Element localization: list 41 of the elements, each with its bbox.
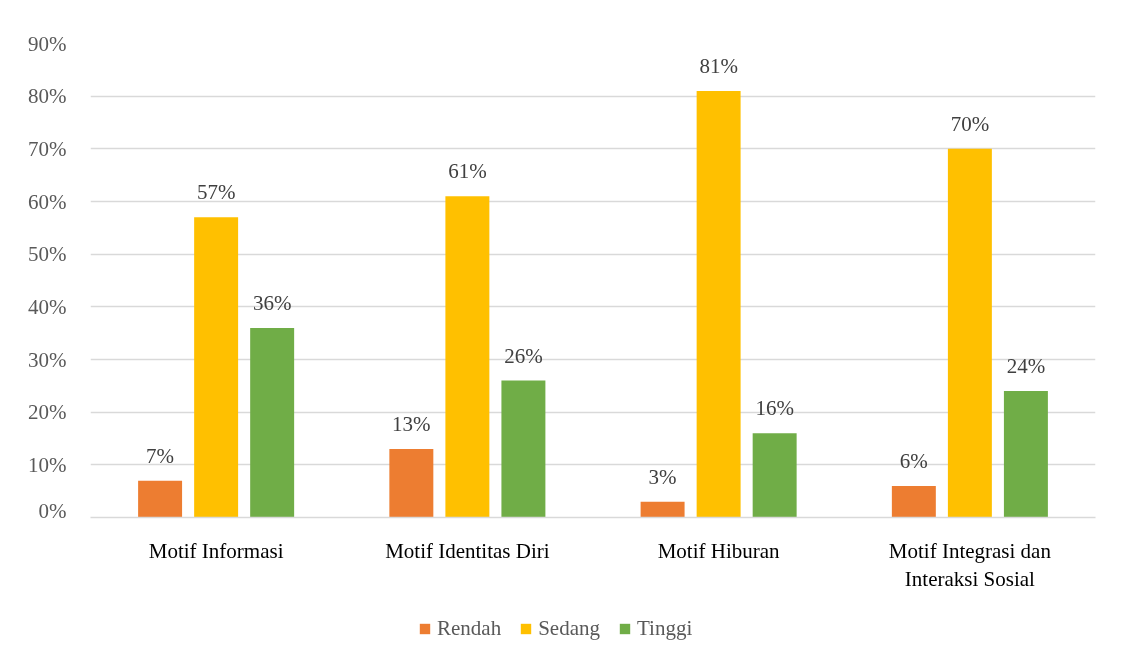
data-label: 24%: [1006, 354, 1046, 379]
y-tick-label: 50%: [28, 242, 67, 267]
data-label: 6%: [899, 448, 928, 473]
legend-label: Rendah: [437, 616, 502, 641]
bar: [389, 449, 434, 518]
bar: [501, 380, 546, 518]
bar: [194, 217, 239, 518]
x-tick-label: Motif Integrasi dan Interaksi Sosial: [888, 538, 1052, 592]
data-label: 61%: [448, 159, 487, 184]
bar: [696, 90, 741, 518]
data-label: 13%: [392, 412, 431, 437]
data-label: 3%: [648, 464, 677, 489]
data-label: 26%: [504, 343, 543, 368]
legend-label: Sedang: [538, 616, 600, 641]
y-tick-label: 60%: [28, 189, 67, 214]
data-label: 81%: [699, 53, 738, 78]
bar: [891, 485, 936, 518]
data-label: 36%: [252, 290, 292, 315]
y-tick-label: 0%: [38, 498, 67, 523]
data-label: 57%: [196, 180, 236, 205]
x-tick-label: Motif Hiburan: [657, 538, 781, 563]
bar: [947, 148, 992, 518]
legend-label: Tinggi: [636, 616, 693, 641]
y-tick-label: 80%: [28, 84, 67, 109]
y-tick-label: 20%: [28, 400, 67, 425]
x-tick-label: Motif Identitas Diri: [385, 538, 550, 563]
bar: [138, 480, 183, 518]
y-tick-label: 40%: [28, 294, 67, 319]
data-label: 70%: [950, 111, 990, 136]
y-tick-label: 30%: [28, 347, 67, 372]
bar: [1003, 391, 1048, 518]
x-tick-label: Motif Informasi: [148, 538, 284, 563]
bar: [445, 196, 490, 518]
y-tick-label: 10%: [28, 452, 67, 477]
bar: [640, 501, 685, 518]
bar: [752, 433, 797, 518]
y-tick-label: 90%: [28, 31, 67, 56]
data-label: 16%: [755, 396, 794, 421]
y-tick-label: 70%: [28, 136, 67, 161]
bar: [250, 327, 295, 518]
data-label: 7%: [146, 443, 175, 468]
